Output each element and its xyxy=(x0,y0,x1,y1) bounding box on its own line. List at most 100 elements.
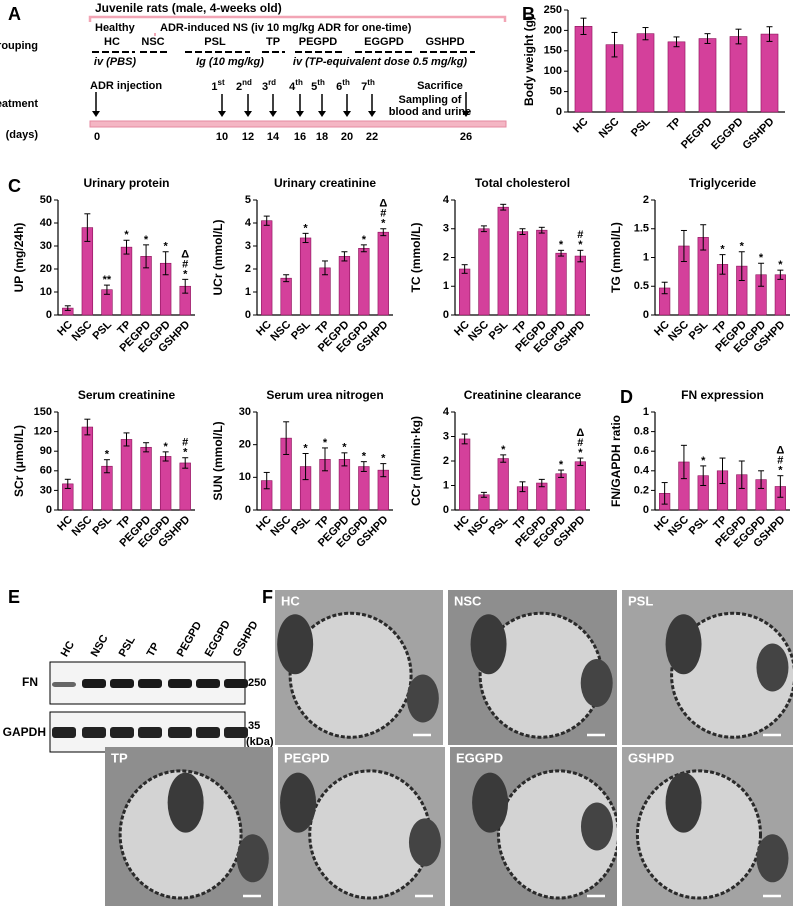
x-tick-label: NSC xyxy=(597,116,622,141)
y-axis-label: Body weight (g) xyxy=(522,16,536,106)
significance-mark: * xyxy=(778,465,783,477)
significance-mark: * xyxy=(720,244,725,256)
group-label: TP xyxy=(266,36,280,48)
y-tick-label: 1 xyxy=(643,251,649,263)
y-tick-label: 0 xyxy=(556,106,562,118)
bar xyxy=(574,461,586,511)
significance-mark: * xyxy=(342,442,347,454)
event-label: blood and urine xyxy=(389,106,472,118)
fn-band xyxy=(82,679,106,688)
bar xyxy=(516,231,529,316)
y-tick-label: 50 xyxy=(40,194,52,206)
day-label: 10 xyxy=(216,131,228,143)
protein-label: FN xyxy=(22,675,38,689)
row-label: Grouping xyxy=(0,40,38,52)
arrow-head xyxy=(368,111,376,117)
capillary-lumen xyxy=(496,769,617,900)
bar xyxy=(120,246,133,316)
bar xyxy=(140,446,152,511)
y-tick-label: 250 xyxy=(544,4,562,16)
size-label: 35 xyxy=(248,720,260,732)
cell-nucleus xyxy=(277,614,314,675)
x-tick-label: PSL xyxy=(289,319,313,343)
x-tick-label: TP xyxy=(665,116,683,134)
chart-title: Urinary creatinine xyxy=(274,176,376,190)
y-axis-label: SCr (μmol/L) xyxy=(12,425,26,497)
significance-mark: * xyxy=(381,218,386,230)
image-label: PSL xyxy=(628,593,653,608)
day-label: 22 xyxy=(366,131,378,143)
y-tick-label: 50 xyxy=(550,86,562,98)
significance-mark: * xyxy=(303,442,308,454)
y-tick-label: 4 xyxy=(245,217,252,229)
bar xyxy=(159,456,172,511)
arrow-head xyxy=(462,111,470,117)
bar xyxy=(261,220,273,316)
bar xyxy=(774,274,786,316)
y-tick-label: 1 xyxy=(245,286,251,298)
significance-mark: * xyxy=(105,449,110,461)
dose-suffix: nd xyxy=(242,78,252,87)
y-tick-label: 1 xyxy=(443,280,449,292)
dose-label: 6th xyxy=(336,78,350,93)
lane-label: NSC xyxy=(89,633,111,659)
x-tick-label: NSC xyxy=(466,514,491,539)
capillary-lumen xyxy=(118,769,243,900)
y-tick-label: 0 xyxy=(46,309,52,321)
x-tick-label: PSL xyxy=(687,514,711,538)
arrow-head xyxy=(296,111,304,117)
y-tick-label: 0.2 xyxy=(634,484,649,496)
y-tick-label: 0 xyxy=(643,309,649,321)
image-label: EGGPD xyxy=(456,750,503,765)
significance-mark: * xyxy=(362,234,367,246)
image-label: NSC xyxy=(454,593,482,608)
cell-nucleus xyxy=(236,834,269,883)
y-tick-label: 0 xyxy=(443,504,449,516)
bar xyxy=(81,426,94,511)
event-label: Sacrifice xyxy=(417,80,463,92)
x-tick-label: PSL xyxy=(90,319,114,343)
bar xyxy=(760,33,779,113)
micrograph: TP xyxy=(105,747,273,906)
route-label: iv (TP-equivalent dose 0.5 mg/kg) xyxy=(293,56,468,68)
significance-mark: # xyxy=(380,208,386,220)
significance-mark: * xyxy=(164,241,169,253)
fn-band xyxy=(52,682,76,687)
significance-mark: Δ xyxy=(776,445,784,457)
dose-number: 3 xyxy=(262,81,268,93)
arrow-head xyxy=(92,111,100,117)
dose-suffix: th xyxy=(367,78,375,87)
significance-mark: # xyxy=(182,258,188,270)
significance-mark: * xyxy=(759,252,764,264)
x-tick-label: HC xyxy=(571,116,591,136)
y-tick-label: 1.5 xyxy=(634,223,649,235)
bar xyxy=(179,462,191,511)
cell-nucleus xyxy=(756,643,789,692)
dose-suffix: th xyxy=(295,78,303,87)
y-tick-label: 3 xyxy=(443,223,449,235)
gapdh-band xyxy=(138,727,162,738)
dose-suffix: st xyxy=(218,78,225,87)
cell-nucleus xyxy=(408,818,441,867)
y-tick-label: 0.8 xyxy=(634,426,649,438)
significance-mark: * xyxy=(164,441,169,453)
y-tick-label: 100 xyxy=(544,65,562,77)
x-tick-label: NSC xyxy=(268,514,293,539)
y-tick-label: 0 xyxy=(245,504,251,516)
micrograph: HC xyxy=(275,590,443,745)
x-tick-label: PSL xyxy=(629,116,653,140)
gapdh-band xyxy=(52,727,76,738)
bar xyxy=(555,473,567,511)
image-label: TP xyxy=(111,750,128,765)
cell-nucleus xyxy=(580,802,613,851)
group-label: PSL xyxy=(204,36,226,48)
group-label: HC xyxy=(104,36,120,48)
bar xyxy=(120,439,133,511)
significance-mark: Δ xyxy=(576,427,584,439)
bar xyxy=(377,231,389,316)
arrow-head xyxy=(218,111,226,117)
significance-mark: # xyxy=(577,437,583,449)
dose-number: 4 xyxy=(289,81,296,93)
panel-label: C xyxy=(8,176,21,196)
significance-mark: * xyxy=(740,241,745,253)
